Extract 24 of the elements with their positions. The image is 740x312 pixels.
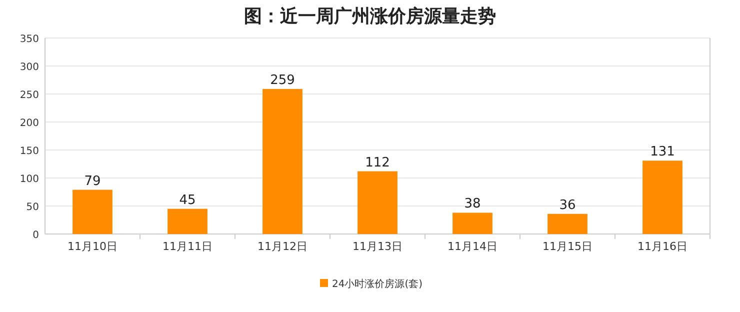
ytick: 50 [26, 202, 39, 213]
data-label: 36 [559, 198, 576, 213]
data-label: 259 [270, 72, 295, 88]
data-label: 45 [179, 192, 196, 208]
xtick: 11月13日 [352, 240, 402, 253]
data-label: 131 [650, 144, 675, 160]
ytick: 250 [20, 90, 39, 101]
xtick: 11月14日 [448, 240, 498, 253]
legend: 24小时涨价房源(套) [332, 279, 423, 290]
ytick: 150 [20, 146, 39, 157]
ytick: 0 [32, 230, 39, 241]
ytick: 200 [20, 118, 39, 129]
title: 图：近一周广州涨价房源量走势 [244, 6, 496, 27]
data-label: 38 [464, 196, 481, 212]
ytick: 100 [20, 174, 39, 185]
ytick: 300 [20, 62, 39, 73]
data-label: 79 [84, 174, 101, 189]
xtick: 11月10日 [68, 240, 118, 253]
xtick: 11月11日 [162, 240, 212, 253]
xtick: 11月12日 [258, 240, 308, 253]
data-label: 112 [365, 155, 390, 170]
xtick: 11月15日 [542, 240, 592, 253]
xtick: 11月16日 [638, 240, 688, 253]
ytick: 350 [20, 34, 39, 45]
